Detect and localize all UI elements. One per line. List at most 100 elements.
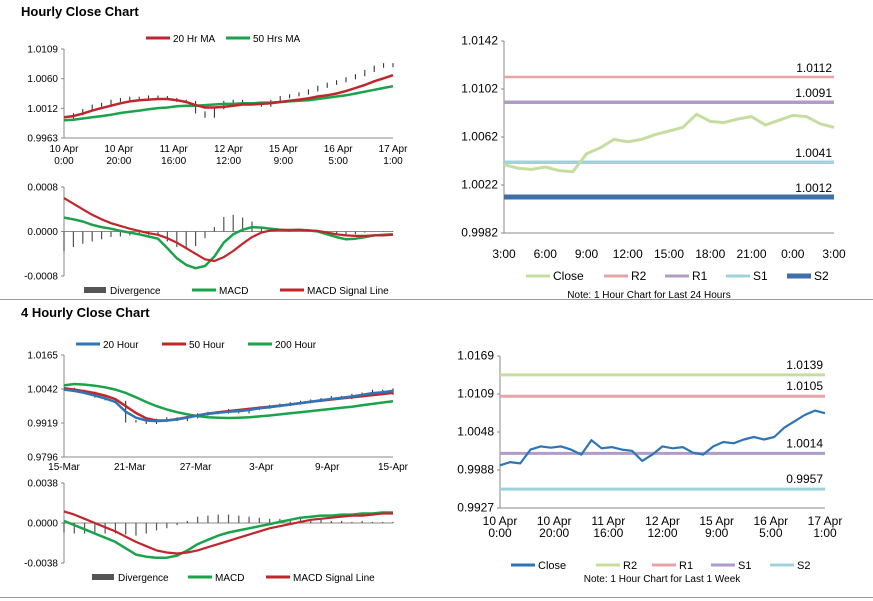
hourly-levels-s1-legend-label: S1 [753, 269, 768, 283]
hourly-price-y-tick: 1.0060 [27, 74, 58, 85]
four-hourly-levels-x-tick: 20:00 [539, 526, 569, 540]
four-hourly-price-200-line [63, 382, 394, 420]
four-hourly-levels-r2-legend-label: R2 [623, 560, 637, 572]
four-hourly-levels-y-tick: 1.0109 [457, 387, 494, 401]
four-hourly-levels-x-tick: 12 Apr [645, 514, 680, 528]
four-hourly-levels-s1-legend-label: S1 [738, 560, 751, 572]
hourly-levels-y-tick: 1.0102 [461, 82, 498, 96]
hourly-price-ma20-line [63, 74, 394, 119]
four-hourly-macd-divergence-legend-swatch [92, 574, 114, 580]
hourly-levels-s2-legend-label: S2 [814, 269, 829, 283]
hourly-price-y-tick: 0.9963 [27, 134, 58, 145]
four-hourly-levels-x-tick: 9:00 [705, 526, 729, 540]
hourly-price-ma50-line [63, 84, 394, 122]
hourly-levels-x-tick: 15:00 [654, 247, 684, 261]
hourly-macd-macd-legend-label: MACD [219, 286, 248, 297]
hourly-price-x-tick: 10 Apr [104, 144, 134, 155]
hourly-price-x-tick: 12:00 [216, 156, 241, 167]
four-hourly-price-x-tick: 15-Mar [48, 462, 80, 473]
hourly-price-x-tick: 0:00 [54, 156, 74, 167]
hourly-price-x-tick: 15 Apr [269, 144, 299, 155]
four-hourly-levels-x-tick: 5:00 [759, 526, 783, 540]
four-hourly-levels-x-tick: 0:00 [488, 526, 512, 540]
four-hourly-levels-x-tick: 15 Apr [699, 514, 734, 528]
four-hourly-levels-y-tick: 0.9927 [457, 501, 494, 515]
four-hourly-macd-divergence-legend-label: Divergence [118, 573, 169, 584]
four-hourly-levels-x-tick: 1:00 [813, 526, 837, 540]
hourly-price-x-tick: 9:00 [274, 156, 294, 167]
hourly-macd-y-tick: 0.0008 [27, 183, 58, 194]
hourly-macd-divergence-legend-swatch [84, 287, 106, 293]
hourly-price-x-tick: 12 Apr [214, 144, 244, 155]
four-hourly-price-y-tick: 0.9919 [27, 419, 58, 430]
four-hourly-levels-s1-label: 1.0014 [786, 436, 823, 450]
hourly-price-x-tick: 10 Apr [50, 144, 80, 155]
hourly-price-x-tick: 16 Apr [324, 144, 354, 155]
hourly-levels-y-tick: 1.0062 [461, 130, 498, 144]
hourly-macd-y-tick: 0.0000 [27, 227, 58, 238]
hourly-price-x-tick: 11 Apr [160, 144, 189, 155]
four-hourly-levels-y-tick: 0.9988 [457, 463, 494, 477]
hourly-price-x-tick: 5:00 [328, 156, 348, 167]
hourly-levels-y-tick: 0.9982 [461, 226, 498, 240]
hourly-levels-close-legend-label: Close [553, 269, 584, 283]
hourly-levels-x-tick: 3:00 [492, 247, 516, 261]
four-hourly-macd-y-tick: -0.0038 [24, 559, 58, 570]
bottom-divider [0, 597, 873, 598]
hourly-levels-x-tick: 0:00 [781, 247, 805, 261]
four-hourly-price-y-tick: 0.9796 [27, 453, 58, 464]
four-hourly-levels-r2-label: 1.0139 [786, 358, 823, 372]
hourly-levels-x-tick: 18:00 [695, 247, 725, 261]
hourly-price-x-tick: 17 Apr [379, 144, 409, 155]
four-hourly-levels-r1-legend-label: R1 [679, 560, 693, 572]
hourly-levels-close-line [503, 112, 835, 174]
hourly-levels-x-tick: 9:00 [575, 247, 599, 261]
four-hourly-price-x-tick: 21-Mar [114, 462, 146, 473]
four-hourly-levels-y-tick: 1.0048 [457, 425, 494, 439]
section-divider [0, 299, 873, 300]
four-hourly-levels-y-tick: 1.0169 [457, 349, 494, 363]
hourly-price-ma20-legend-label: 20 Hr MA [173, 34, 216, 45]
four-hourly-levels-x-tick: 17 Apr [808, 514, 843, 528]
hourly-levels-x-tick: 3:00 [822, 247, 846, 261]
four-hourly-levels-x-tick: 11 Apr [591, 514, 625, 528]
hourly-price-y-tick: 1.0012 [27, 104, 58, 115]
hourly-levels-note: Note: 1 Hour Chart for Last 24 Hours [567, 290, 730, 301]
hourly-levels-r1-legend-label: R1 [692, 269, 708, 283]
hourly-macd-y-tick: -0.0008 [24, 272, 58, 283]
hourly-levels-r2-label: 1.0112 [796, 61, 832, 75]
hourly-levels-x-tick: 6:00 [534, 247, 558, 261]
four-hourly-levels-x-tick: 10 Apr [537, 514, 572, 528]
four-hourly-price-x-tick: 3-Apr [249, 462, 274, 473]
hourly-price-x-tick: 1:00 [383, 156, 403, 167]
hourly-macd-divergence-legend-label: Divergence [110, 286, 161, 297]
four-hourly-levels-r1-label: 1.0105 [786, 379, 823, 393]
four-hourly-price-20-legend-label: 20 Hour [103, 340, 139, 351]
four-hourly-levels-x-tick: 16 Apr [753, 514, 788, 528]
hourly-levels-r1-label: 1.0091 [795, 86, 832, 100]
hourly-price-ma50-legend-label: 50 Hrs MA [253, 34, 301, 45]
hourly-section-title: Hourly Close Chart [21, 4, 139, 19]
four-hourly-price-x-tick: 15-Apr [378, 462, 409, 473]
four-hourly-macd-signal-line [63, 510, 393, 555]
four-hourly-price-y-tick: 1.0042 [27, 385, 58, 396]
four-hourly-section-title: 4 Hourly Close Chart [21, 305, 150, 320]
hourly-levels-s1-label: 1.0041 [795, 146, 832, 160]
hourly-price-x-tick: 16:00 [161, 156, 186, 167]
hourly-macd-signal-line [63, 197, 394, 263]
four-hourly-levels-note: Note: 1 Hour Chart for Last 1 Week [584, 574, 742, 585]
four-hourly-levels-close-line [499, 409, 826, 467]
hourly-levels-y-tick: 1.0022 [461, 178, 498, 192]
four-hourly-macd-macd-legend-label: MACD [215, 573, 244, 584]
hourly-macd-signal-legend-label: MACD Signal Line [307, 286, 389, 297]
hourly-levels-x-tick: 21:00 [736, 247, 766, 261]
four-hourly-levels-x-tick: 16:00 [593, 526, 623, 540]
hourly-levels-r2-legend-label: R2 [631, 269, 647, 283]
four-hourly-price-200-legend-label: 200 Hour [275, 340, 317, 351]
hourly-levels-y-tick: 1.0142 [461, 34, 498, 48]
four-hourly-levels-s2-label: 0.9957 [786, 472, 823, 486]
four-hourly-levels-x-tick: 10 Apr [483, 514, 518, 528]
four-hourly-price-x-tick: 9-Apr [315, 462, 340, 473]
four-hourly-macd-y-tick: 0.0038 [27, 479, 58, 490]
